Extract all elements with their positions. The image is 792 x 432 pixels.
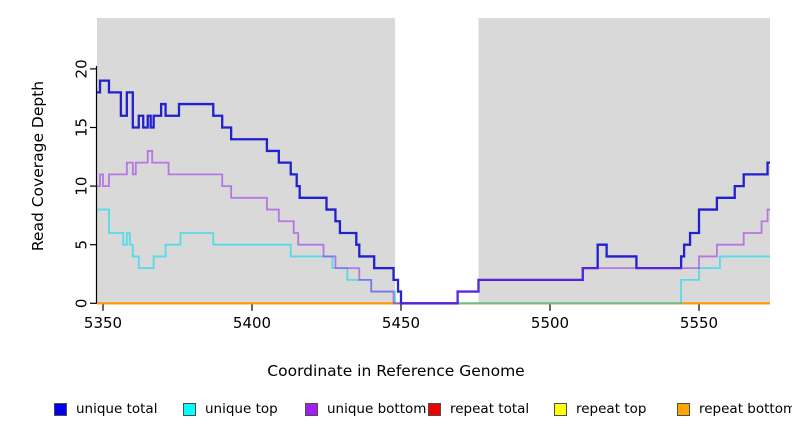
y-tick-label: 15 xyxy=(72,118,90,137)
y-tick-label: 10 xyxy=(72,177,90,196)
legend-label: repeat top xyxy=(576,401,647,417)
legend-item-unique-top: unique top xyxy=(183,398,278,420)
legend-swatch-icon xyxy=(554,402,567,416)
series-unique-top xyxy=(97,208,770,305)
legend-swatch-icon xyxy=(428,402,441,416)
legend-item-repeat-top: repeat top xyxy=(554,398,646,420)
legend-swatch-icon xyxy=(183,402,196,416)
legend-swatch-icon xyxy=(54,402,67,416)
legend-item-unique-total: unique total xyxy=(54,398,157,420)
series-unique-total xyxy=(97,79,770,305)
x-tick-label: 5550 xyxy=(680,314,718,332)
legend-label: unique bottom xyxy=(327,401,427,417)
y-axis-title: Read Coverage Depth xyxy=(29,80,47,252)
coverage-gap-band xyxy=(395,18,479,304)
legend-item-repeat-total: repeat total xyxy=(428,398,529,420)
x-axis-title: Coordinate in Reference Genome xyxy=(267,362,525,380)
x-tick-label: 5500 xyxy=(531,314,569,332)
legend-label: repeat total xyxy=(450,401,530,417)
legend-swatch-icon xyxy=(305,402,318,416)
legend-label: unique total xyxy=(76,401,158,417)
y-tick-label: 5 xyxy=(72,240,90,250)
legend-item-repeat-bottom: repeat bottom xyxy=(677,398,792,420)
series-unique-bottom xyxy=(97,150,770,305)
y-tick-label: 0 xyxy=(72,299,90,309)
legend: unique total unique top unique bottom repea… xyxy=(0,398,792,424)
legend-swatch-icon xyxy=(677,402,690,416)
x-tick-label: 5450 xyxy=(382,314,420,332)
legend-item-unique-bottom: unique bottom xyxy=(305,398,426,420)
legend-label: unique top xyxy=(205,401,278,417)
x-tick-label: 5400 xyxy=(233,314,271,332)
x-tick-label: 5350 xyxy=(84,314,122,332)
y-tick-label: 20 xyxy=(72,59,90,78)
legend-label: repeat bottom xyxy=(699,401,792,417)
